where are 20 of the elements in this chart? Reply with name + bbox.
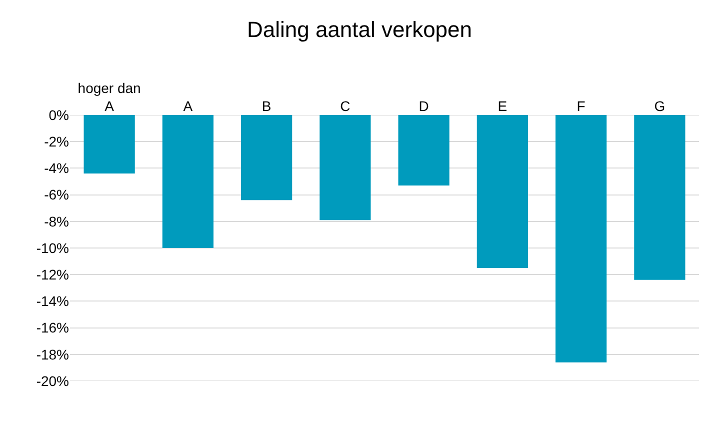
chart-title: Daling aantal verkopen (246, 16, 472, 42)
x-tick-label: E (498, 98, 508, 114)
y-tick-label: -20% (36, 372, 69, 389)
x-tick-label: G (654, 98, 666, 114)
x-tick-label: hoger dan A (78, 80, 141, 114)
y-tick-label: -2% (44, 134, 69, 150)
x-tick-label: B (262, 98, 272, 114)
y-tick-label: -14% (36, 293, 69, 310)
x-tick-label: C (340, 98, 350, 114)
y-tick-label: 0% (48, 106, 69, 123)
y-tick-label: -18% (36, 346, 69, 362)
x-tick-label: F (576, 98, 586, 114)
y-tick-label: -8% (44, 213, 69, 230)
y-tick-label: -16% (36, 320, 69, 336)
y-tick-label: -10% (36, 240, 69, 256)
x-tick-label: A (183, 98, 194, 114)
y-tick-label: -6% (44, 186, 69, 203)
y-tick-label: -4% (44, 160, 69, 176)
y-tick-label: -12% (36, 266, 69, 282)
x-tick-label: D (418, 98, 429, 114)
